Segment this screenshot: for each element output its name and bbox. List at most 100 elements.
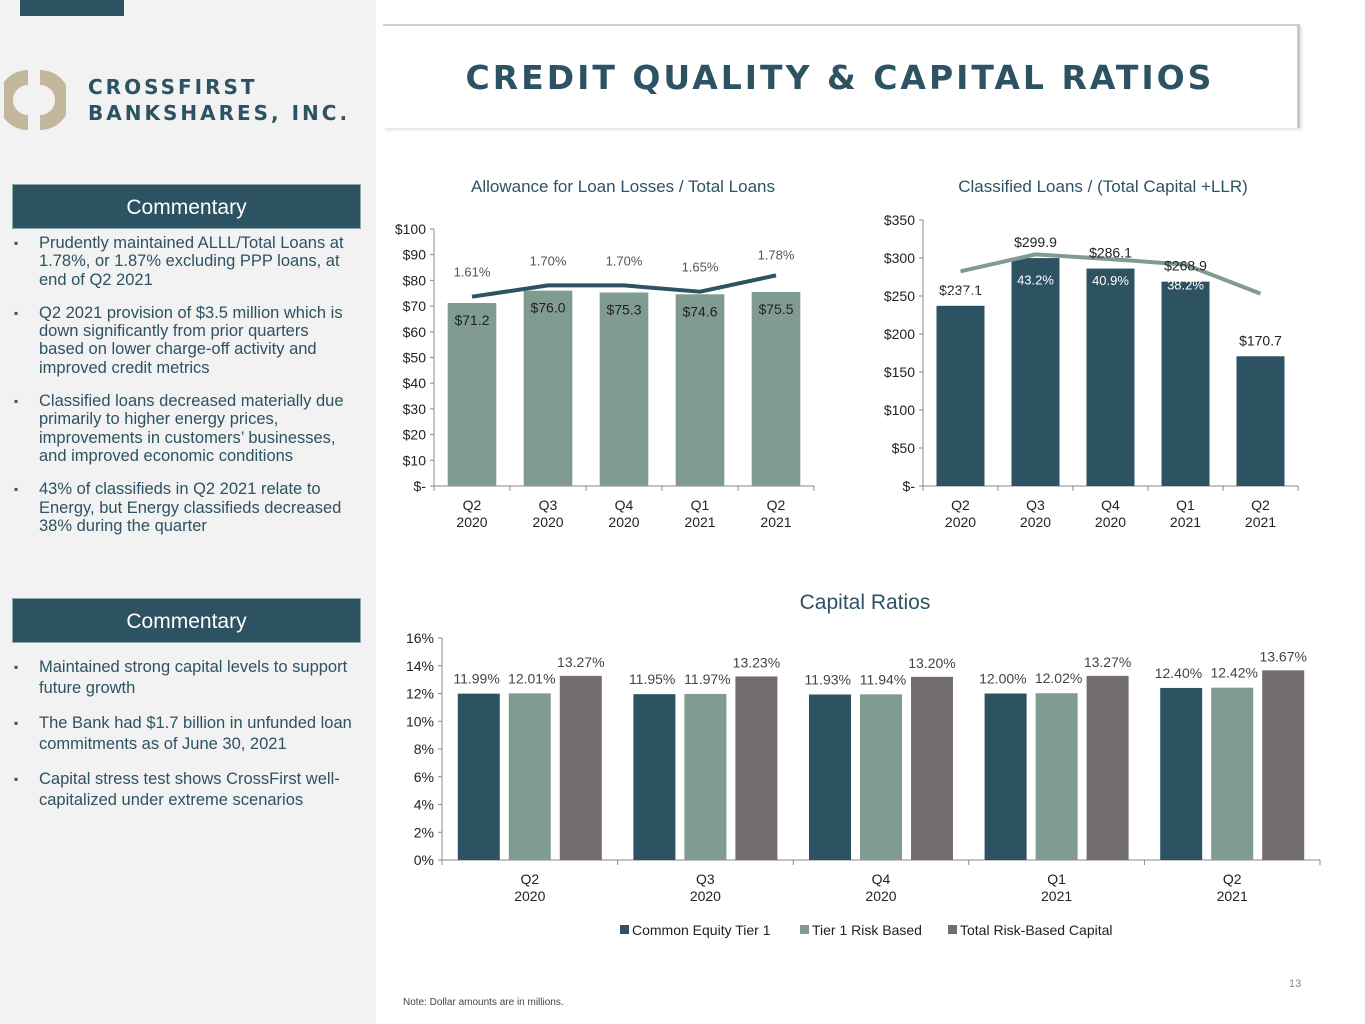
page-number: 13 [1289,978,1302,990]
x-tick-label: Q2 [767,497,786,513]
classified-loans-chart: $-$50$100$150$200$250$300$350Q22020Q3202… [884,212,1299,530]
bar [1161,281,1210,486]
y-tick-label: 16% [406,630,434,646]
bar [936,305,985,486]
bar [1086,675,1129,860]
bar [809,694,851,860]
commentary-heading-2: Commentary [12,598,361,643]
line-value-label: 24.0% [1242,322,1279,337]
x-tick-label: 2021 [1245,514,1276,530]
bar [1160,687,1203,860]
bar-value-label: $75.5 [758,301,793,317]
y-tick-label: $- [903,478,916,494]
x-tick-label: Q2 [1251,497,1270,513]
bar-value-label: 13.27% [1084,654,1131,670]
bar-value-label: 11.94% [860,671,906,687]
x-tick-label: Q2 [520,871,539,887]
bar-value-label: 11.97% [684,671,730,687]
bar-value-label: 12.40% [1155,665,1202,681]
bar [1086,268,1135,486]
footnote: Note: Dollar amounts are in millions. [403,997,564,1008]
legend-swatch [620,925,629,934]
bar-value-label: 12.01% [508,670,555,686]
legend-swatch [948,925,957,934]
y-tick-label: $150 [884,364,915,380]
bar-value-label: $286.1 [1089,245,1132,261]
line-value-label: 1.70% [606,253,643,268]
bar-value-label: 11.93% [805,671,851,687]
y-tick-label: $300 [884,250,915,266]
y-tick-label: $80 [403,272,427,288]
bar [1035,693,1078,860]
y-tick-label: $60 [403,324,427,340]
x-tick-label: 2020 [608,514,639,530]
bar [508,693,551,860]
legend-label: Tier 1 Risk Based [812,922,922,938]
bar [523,290,573,486]
bar-value-label: $170.7 [1239,332,1282,348]
x-tick-label: 2020 [532,514,563,530]
bar-value-label: $237.1 [939,282,982,298]
bar [675,294,725,486]
line-value-label: 1.65% [682,260,719,275]
y-tick-label: 2% [414,824,434,840]
x-tick-label: 2020 [1020,514,1051,530]
line-value-label: 40.9% [1092,273,1129,288]
x-tick-label: Q3 [539,497,558,513]
y-tick-label: $20 [403,427,427,443]
line-value-label: 38.2% [1167,278,1204,293]
x-tick-label: 2020 [690,888,721,904]
x-tick-label: 2021 [684,514,715,530]
bar [447,303,497,486]
title-panel [383,24,1300,128]
x-tick-label: Q1 [691,497,710,513]
commentary-bullet: Classified loans decreased materially du… [14,392,344,465]
bar-value-label: $75.3 [606,301,641,317]
company-name: CROSSFIRST BANKSHARES, INC. [88,74,350,126]
series-line [960,252,1262,296]
line-value-label: 34.9% [942,287,979,302]
bar [633,694,676,860]
y-tick-label: $50 [403,350,427,366]
y-tick-label: 8% [414,741,434,757]
bar [1011,258,1060,486]
chart-title-allowance: Allowance for Loan Losses / Total Loans [471,177,775,196]
page-title: CREDIT QUALITY & CAPITAL RATIOS [465,58,1215,97]
commentary-list-2: Maintained strong capital levels to supp… [14,657,354,825]
bar-value-label: 11.95% [629,671,675,687]
x-tick-label: 2020 [456,514,487,530]
company-name-line1: CROSSFIRST [88,75,258,99]
line-value-label: 43.2% [1017,272,1054,287]
line-value-label: 1.61% [454,265,491,280]
header-accent-tab [20,0,124,16]
x-tick-label: Q4 [872,871,891,887]
commentary-heading-1: Commentary [12,184,361,229]
commentary-list-1: Prudently maintained ALLL/Total Loans at… [14,234,344,550]
y-tick-label: $40 [403,375,427,391]
commentary-bullet: The Bank had $1.7 billion in unfunded lo… [14,713,354,754]
y-tick-label: $10 [403,452,427,468]
commentary-bullet: Prudently maintained ALLL/Total Loans at… [14,234,344,289]
y-tick-label: $250 [884,288,915,304]
chart-title-classified: Classified Loans / (Total Capital +LLR) [958,177,1248,196]
allowance-chart: $-$10$20$30$40$50$60$70$80$90$100Q22020Q… [395,221,815,530]
x-tick-label: 2021 [1217,888,1248,904]
x-tick-label: Q4 [615,497,634,513]
x-tick-label: Q4 [1101,497,1120,513]
y-tick-label: 10% [406,713,434,729]
bar-value-label: 12.02% [1035,670,1082,686]
legend-swatch [800,925,809,934]
x-tick-label: Q3 [1026,497,1045,513]
y-tick-label: 12% [406,686,434,702]
bar [735,676,778,860]
bar [1236,356,1285,486]
bar [457,693,500,860]
company-name-line2: BANKSHARES, INC. [88,101,351,125]
y-tick-label: $100 [395,221,426,237]
line-value-label: 1.78% [758,247,795,262]
x-tick-label: Q1 [1176,497,1195,513]
y-tick-label: $350 [884,212,915,228]
bar-value-label: 13.20% [908,655,955,671]
bar [911,676,953,860]
x-tick-label: 2021 [1041,888,1072,904]
